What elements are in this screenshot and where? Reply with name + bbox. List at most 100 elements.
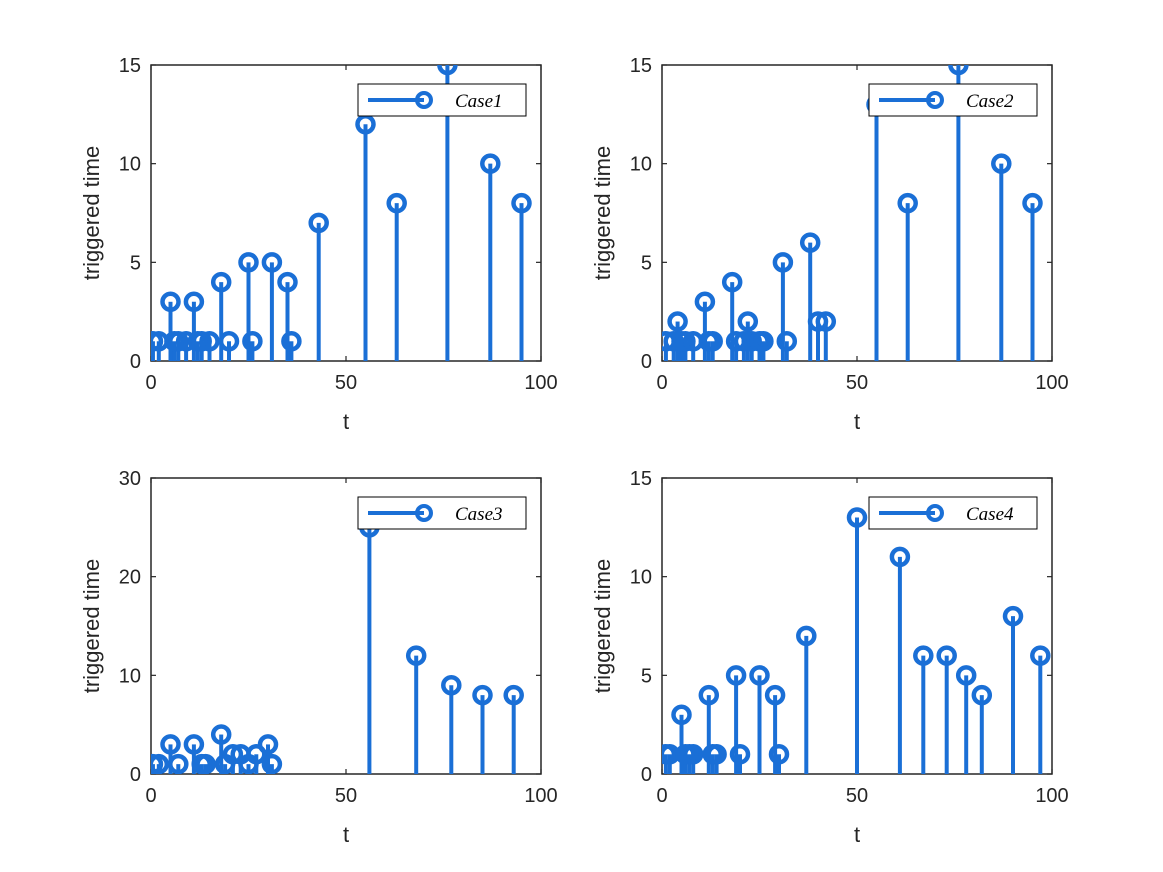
stem-marker — [796, 625, 817, 647]
stem-marker — [753, 331, 774, 352]
y-tick-label: 10 — [119, 665, 141, 687]
stem-marker — [772, 252, 794, 273]
stem-marker — [971, 684, 993, 706]
x-tick-label: 100 — [1035, 785, 1068, 807]
stem-marker — [846, 507, 868, 528]
stem-marker — [741, 331, 762, 352]
stem-marker — [386, 192, 407, 214]
y-tick-label: 0 — [641, 351, 652, 373]
x-tick-label: 50 — [846, 785, 868, 807]
legend-label: Case3 — [455, 504, 503, 525]
stem-marker — [1022, 192, 1043, 214]
subplot-4: 0 50 100 0 5 10 15 t triggered time Case4 — [590, 468, 1069, 847]
stem-marker — [749, 665, 770, 686]
y-axis-label: triggered time — [590, 559, 615, 694]
x-tick-label: 0 — [145, 372, 156, 394]
y-axis-label: triggered time — [590, 146, 615, 281]
legend-label: Case2 — [966, 91, 1014, 112]
stem-marker — [897, 192, 918, 214]
y-tick-label: 0 — [641, 764, 652, 786]
stem-marker — [737, 311, 759, 332]
stem-marker — [238, 252, 259, 273]
y-tick-label: 5 — [641, 665, 652, 687]
stem-marker — [441, 674, 462, 696]
y-tick-label: 15 — [630, 468, 652, 490]
stem-marker — [729, 744, 751, 765]
stem-series — [151, 517, 524, 774]
stem-marker — [242, 331, 263, 352]
stem-marker — [277, 271, 298, 293]
x-axis-label: t — [343, 822, 349, 847]
stem-marker — [437, 65, 458, 76]
x-tick-label: 0 — [656, 785, 667, 807]
legend-marker — [415, 504, 433, 522]
stem-marker — [218, 331, 240, 352]
x-tick-label: 100 — [524, 785, 557, 807]
stem-marker — [183, 734, 205, 755]
legend-marker — [926, 504, 944, 522]
stem-marker — [694, 291, 716, 313]
legend-label: Case1 — [455, 91, 503, 112]
y-tick-label: 10 — [630, 154, 652, 176]
x-tick-label: 0 — [145, 785, 156, 807]
stem-marker — [815, 311, 837, 332]
stem-marker — [1002, 605, 1024, 627]
x-axis-label: t — [854, 409, 860, 434]
stem-marker — [261, 753, 283, 774]
legend-marker — [415, 91, 433, 109]
x-axis-label: t — [343, 409, 349, 434]
x-tick-label: 50 — [335, 785, 357, 807]
stem-marker — [1030, 645, 1051, 666]
x-tick-label: 50 — [846, 372, 868, 394]
stem-marker — [776, 331, 798, 352]
y-axis-label: triggered time — [79, 559, 104, 694]
x-axis-label: t — [854, 822, 860, 847]
stem-marker — [702, 331, 723, 352]
x-tick-label: 100 — [524, 372, 557, 394]
stem-marker — [675, 331, 696, 352]
stem-marker — [168, 331, 189, 352]
stem-marker — [199, 331, 220, 352]
stem-marker — [210, 724, 232, 745]
stem-marker — [913, 645, 934, 666]
stem-marker — [503, 684, 524, 706]
stem-marker — [261, 252, 283, 273]
stem-marker — [183, 291, 205, 313]
stem-marker — [955, 665, 977, 686]
stem-marker — [308, 212, 329, 234]
stem-series — [151, 65, 532, 361]
x-tick-label: 50 — [335, 372, 357, 394]
stem-marker — [948, 65, 969, 76]
y-tick-label: 20 — [119, 567, 141, 589]
legend-marker — [926, 91, 944, 109]
stem-marker — [764, 684, 786, 706]
stem-marker — [246, 744, 267, 765]
legend-label: Case4 — [966, 504, 1014, 525]
stem-series — [662, 507, 1051, 774]
stem-marker — [511, 192, 532, 214]
stem-marker — [151, 753, 170, 774]
stem-marker — [222, 744, 244, 765]
stem-marker — [671, 704, 692, 726]
y-tick-label: 15 — [630, 55, 652, 77]
subplot-3: 0 50 100 0 10 20 30 t triggered time Case3 — [79, 468, 558, 847]
subplot-1: 0 50 100 0 5 10 15 t triggered time Case1 — [79, 55, 558, 434]
stem-marker — [991, 153, 1012, 174]
stem-marker — [889, 546, 911, 568]
stem-marker — [191, 331, 212, 352]
stem-marker — [257, 734, 279, 755]
stem-marker — [210, 271, 232, 293]
stem-marker — [405, 645, 427, 666]
stem-marker — [667, 311, 688, 332]
legend: Case1 — [357, 83, 527, 117]
stem-marker — [663, 331, 684, 352]
y-tick-label: 5 — [641, 252, 652, 274]
stem-marker — [725, 665, 747, 686]
stem-marker — [682, 744, 704, 765]
stem-marker — [160, 734, 181, 755]
stem-marker — [472, 684, 493, 706]
y-tick-label: 15 — [119, 55, 141, 77]
stem-marker — [721, 271, 743, 293]
stem-marker — [799, 232, 821, 253]
